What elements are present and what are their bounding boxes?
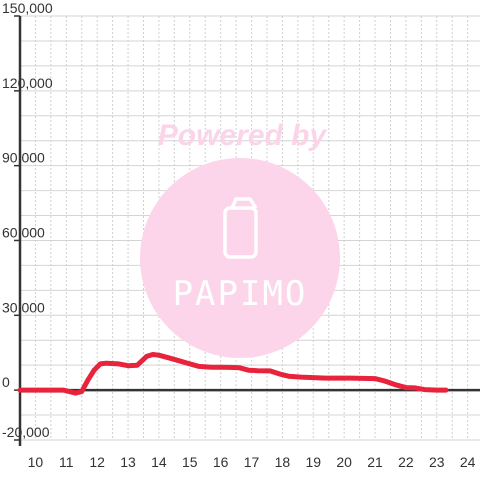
x-tick-label: 14 <box>151 454 167 470</box>
watermark: Powered by PAPIMO <box>140 119 340 358</box>
x-tick-label: 15 <box>182 454 198 470</box>
x-tick-label: 20 <box>336 454 352 470</box>
x-tick-label: 24 <box>460 454 476 470</box>
series-line <box>17 352 449 396</box>
y-tick-label: 60,000 <box>2 224 45 240</box>
y-tick-label: 90,000 <box>2 150 45 166</box>
series-layer <box>17 352 449 396</box>
x-tick-label: 16 <box>213 454 229 470</box>
y-tick-label: 0 <box>2 374 10 390</box>
x-tick-label: 13 <box>120 454 136 470</box>
x-tick-label: 23 <box>429 454 445 470</box>
y-tick-label: 120,000 <box>2 75 53 91</box>
x-tick-label: 10 <box>28 454 44 470</box>
y-tick-label: 30,000 <box>2 299 45 315</box>
x-tick-label: 19 <box>305 454 321 470</box>
y-tick-label: 150,000 <box>2 0 53 16</box>
phone-icon <box>223 197 258 259</box>
x-tick-label: 17 <box>244 454 260 470</box>
watermark-logo-text: PAPIMO <box>173 274 308 314</box>
x-tick-label: 12 <box>89 454 105 470</box>
y-tick-label: -20,000 <box>2 424 50 440</box>
y-axis-tick-labels: -20,000 0 30,000 60,000 90,000 120,000 150,000 <box>2 0 53 440</box>
watermark-caption: Powered by <box>158 119 328 152</box>
x-tick-label: 11 <box>59 454 74 470</box>
x-tick-label: 22 <box>398 454 414 470</box>
x-tick-label: 18 <box>275 454 291 470</box>
x-axis-tick-labels: 10 11 12 13 14 15 16 17 18 19 20 21 22 23 24 <box>28 454 476 470</box>
axes <box>14 15 480 446</box>
x-tick-label: 21 <box>367 454 383 470</box>
